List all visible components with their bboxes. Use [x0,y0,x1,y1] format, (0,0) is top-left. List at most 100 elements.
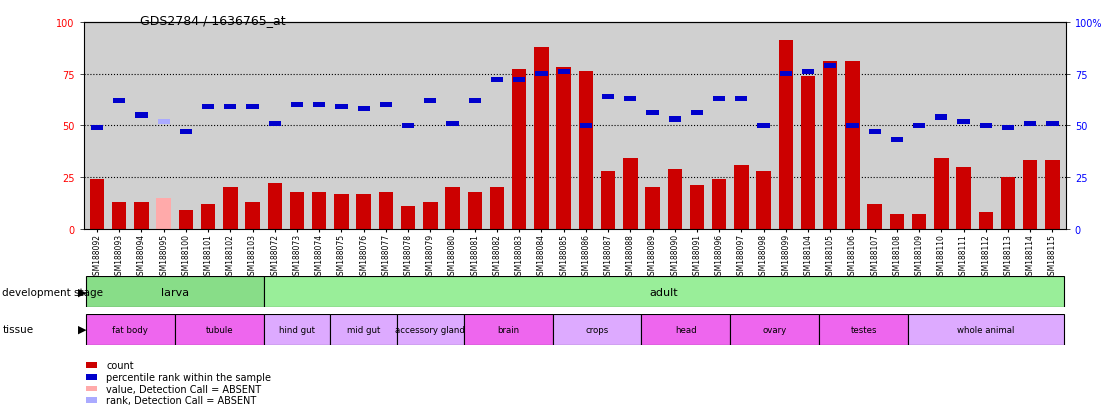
Bar [356,194,371,229]
Bar [378,192,393,229]
Text: fat body: fat body [113,325,148,334]
Bar [602,95,614,100]
Bar [201,204,215,229]
Bar [156,198,171,229]
Bar [819,314,908,345]
Bar [623,159,637,229]
Bar [1024,121,1037,126]
Bar [86,277,263,308]
Text: crops: crops [585,325,608,334]
Bar [291,103,304,108]
Bar [642,314,730,345]
Text: ▶: ▶ [78,324,87,334]
Bar [979,213,993,229]
Bar [780,72,792,77]
Bar [90,126,103,131]
Bar [175,314,263,345]
Bar [779,41,793,229]
Bar [958,119,970,124]
Bar [423,202,437,229]
Bar [867,204,882,229]
Text: adult: adult [650,287,677,297]
Bar [558,70,570,75]
Bar [980,123,992,128]
Bar [424,99,436,104]
Bar [334,194,348,229]
Bar [691,111,703,116]
Bar [268,184,282,229]
Bar [535,47,549,229]
Bar [446,121,459,126]
Bar [312,192,327,229]
Bar [889,215,904,229]
Bar [822,62,837,229]
Text: development stage: development stage [2,287,104,297]
Bar [1047,121,1059,126]
Bar [247,105,259,110]
Bar [513,78,526,83]
Bar [269,121,281,126]
Bar [934,159,949,229]
Text: brain: brain [497,325,519,334]
Bar [179,211,193,229]
Bar [263,277,1064,308]
Bar [935,115,947,120]
Text: accessory gland: accessory gland [395,325,465,334]
Bar [490,188,504,229]
Bar [758,123,770,128]
Bar [734,165,749,229]
Bar [330,314,397,345]
Bar [846,123,858,128]
Text: tissue: tissue [2,324,33,334]
Bar [956,167,971,229]
Bar [713,97,725,102]
Bar [512,70,527,229]
Bar [646,111,658,116]
Bar [397,314,463,345]
Bar [135,113,147,118]
Text: ovary: ovary [762,325,787,334]
Bar [463,314,552,345]
Bar [1023,161,1038,229]
Bar [824,64,836,69]
Text: larva: larva [161,287,189,297]
Text: tubule: tubule [205,325,233,334]
Bar [180,130,192,135]
Bar [223,188,238,229]
Bar [712,180,727,229]
Bar [335,105,347,110]
Bar [491,78,503,83]
Bar [913,123,925,128]
Text: hind gut: hind gut [279,325,315,334]
Text: GDS2784 / 1636765_at: GDS2784 / 1636765_at [140,14,285,27]
Bar [730,314,819,345]
Bar [668,117,681,122]
Text: count: count [106,361,134,370]
Bar [468,192,482,229]
Bar [202,105,214,110]
Text: percentile rank within the sample: percentile rank within the sample [106,372,271,382]
Text: ▶: ▶ [78,287,87,297]
Bar [912,215,926,229]
Bar [86,314,175,345]
Bar [246,202,260,229]
Bar [645,188,660,229]
Bar [112,202,126,229]
Bar [845,62,859,229]
Bar [445,188,460,229]
Bar [667,169,682,229]
Bar [224,105,237,110]
Bar [868,130,881,135]
Bar [1046,161,1060,229]
Text: mid gut: mid gut [347,325,381,334]
Bar [314,103,326,108]
Bar [469,99,481,104]
Bar [802,70,815,75]
Bar [113,99,125,104]
Bar [600,171,615,229]
Bar [134,202,148,229]
Bar [579,123,591,128]
Bar [357,107,369,112]
Bar [624,97,636,102]
Bar [290,192,305,229]
